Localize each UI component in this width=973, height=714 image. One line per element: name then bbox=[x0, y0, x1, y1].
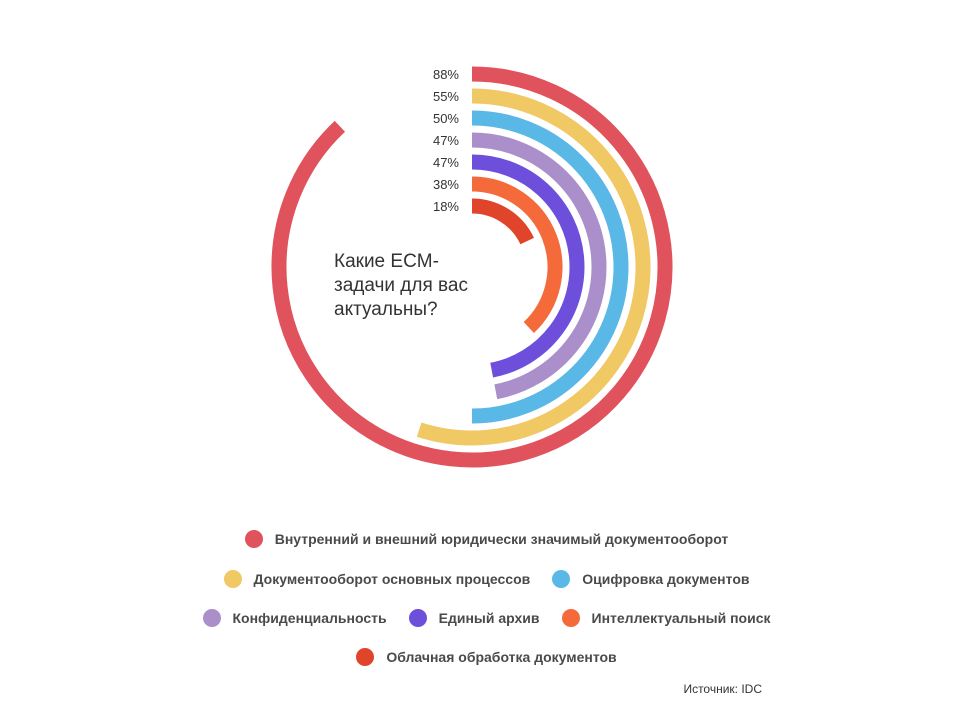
legend-dot-icon bbox=[244, 530, 263, 548]
legend-dot-icon bbox=[561, 609, 580, 627]
data-label-6: 38% bbox=[433, 177, 459, 192]
legend-item: Оцифровка документов bbox=[552, 570, 749, 588]
legend-row: Документооборот основных процессов Оцифро… bbox=[0, 570, 973, 588]
legend-item: Документооборот основных процессов bbox=[223, 570, 531, 588]
legend-label: Облачная обработка документов bbox=[386, 649, 617, 665]
legend-dot-icon bbox=[408, 609, 427, 627]
source-note: Источник: IDC bbox=[683, 682, 762, 696]
legend-item: Конфиденциальность bbox=[202, 609, 387, 627]
legend-item: Интеллектуальный поиск bbox=[561, 609, 771, 627]
legend-dot-icon bbox=[356, 648, 375, 666]
data-label-7: 18% bbox=[433, 199, 459, 214]
chart-title: Какие ECM-задачи для вас актуальны? bbox=[334, 251, 468, 320]
legend-row: Облачная обработка документов bbox=[0, 648, 973, 666]
legend-dot-icon bbox=[202, 609, 221, 627]
data-label-4: 47% bbox=[433, 133, 459, 148]
legend-dot-icon bbox=[552, 570, 571, 588]
radial-bar-1 bbox=[271, 66, 673, 468]
data-label-1: 88% bbox=[433, 67, 459, 82]
radial-bar-4 bbox=[471, 132, 607, 400]
legend-label: Документооборот основных процессов bbox=[253, 571, 531, 587]
radial-bar-7 bbox=[471, 198, 534, 245]
data-label-5: 47% bbox=[433, 155, 459, 170]
legend-label: Конфиденциальность bbox=[232, 610, 387, 626]
legend-item: Внутренний и внешний юридически значимый… bbox=[244, 530, 729, 548]
data-label-2: 55% bbox=[433, 89, 459, 104]
data-label-3: 50% bbox=[433, 111, 459, 126]
radial-bar-3 bbox=[471, 110, 629, 424]
radial-bar-6 bbox=[471, 176, 563, 333]
legend-row: Конфиденциальность Единый архив Интеллекту… bbox=[0, 609, 973, 627]
legend-row: Внутренний и внешний юридически значимый… bbox=[0, 530, 973, 548]
legend-label: Внутренний и внешний юридически значимый… bbox=[274, 531, 729, 547]
legend-label: Интеллектуальный поиск bbox=[591, 610, 771, 626]
radial-bar-5 bbox=[471, 154, 585, 378]
legend-item: Облачная обработка документов bbox=[356, 648, 617, 666]
legend-item: Единый архив bbox=[408, 609, 540, 627]
legend-label: Единый архив bbox=[438, 610, 540, 626]
radial-bar-2 bbox=[416, 88, 651, 446]
legend-dot-icon bbox=[223, 570, 242, 588]
legend-label: Оцифровка документов bbox=[582, 571, 750, 587]
